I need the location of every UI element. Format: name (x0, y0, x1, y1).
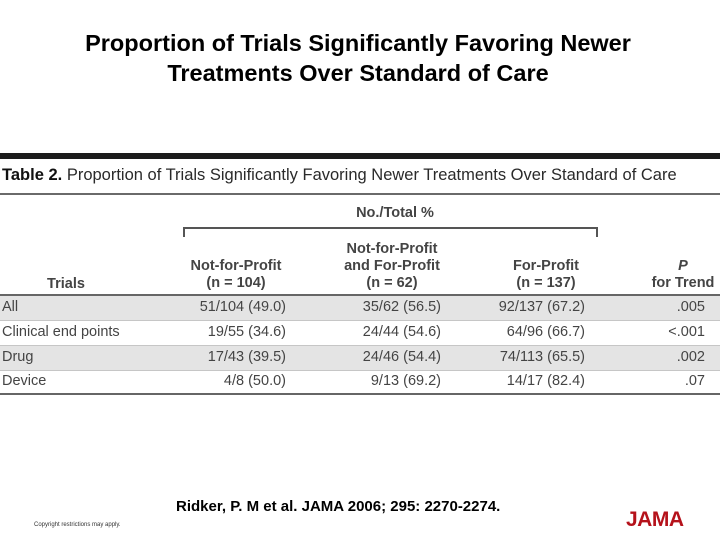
row-separator (0, 345, 720, 346)
table-bottom-rule (0, 393, 720, 395)
citation: Ridker, P. M et al. JAMA 2006; 295: 2270… (176, 498, 501, 515)
row-for-profit: 64/96 (66.7) (506, 324, 585, 340)
slide-title: Proportion of Trials Significantly Favor… (0, 28, 716, 88)
table-caption-text: Proportion of Trials Significantly Favor… (66, 166, 677, 184)
row-p-value: .07 (684, 373, 705, 389)
row-separator (0, 320, 720, 321)
table-label: Table 2. (2, 166, 63, 184)
row-for-profit: 92/137 (67.2) (498, 299, 585, 315)
column-spanner: No./Total % (356, 205, 434, 221)
row-not-for-profit: 17/43 (39.5) (207, 349, 286, 365)
row-not-for-profit: 4/8 (50.0) (223, 373, 286, 389)
row-not-for-profit: 51/104 (49.0) (199, 299, 286, 315)
spanner-bracket (183, 227, 598, 237)
table-row: Drug 17/43 (39.5) 24/46 (54.4) 74/113 (6… (0, 346, 720, 370)
row-p-value: .002 (676, 349, 705, 365)
header-mixed: Not-for-Profit and For-Profit (n = 62) (344, 241, 440, 291)
row-trial: Clinical end points (2, 324, 120, 340)
header-p-for-trend: P for Trend (651, 258, 715, 291)
row-not-for-profit: 19/55 (34.6) (207, 324, 286, 340)
row-for-profit: 14/17 (82.4) (506, 373, 585, 389)
row-p-value: .005 (676, 299, 705, 315)
slide-title-line-1: Proportion of Trials Significantly Favor… (85, 30, 631, 56)
header-trials: Trials (47, 276, 85, 292)
header-rule (0, 294, 720, 296)
table-row: Device 4/8 (50.0) 9/13 (69.2) 14/17 (82.… (0, 370, 720, 394)
row-mixed: 35/62 (56.5) (362, 299, 441, 315)
header-not-for-profit: Not-for-Profit (n = 104) (190, 258, 282, 291)
table-top-rule (0, 153, 720, 159)
slide-title-line-2: Treatments Over Standard of Care (167, 60, 549, 86)
copyright-notice: Copyright restrictions may apply. (34, 522, 121, 528)
table-row: Clinical end points 19/55 (34.6) 24/44 (… (0, 321, 720, 345)
row-trial: Device (2, 373, 47, 389)
header-for-profit: For-Profit (n = 137) (512, 258, 580, 291)
row-for-profit: 74/113 (65.5) (499, 349, 585, 365)
jama-logo: JAMA (626, 508, 684, 531)
row-trial: All (2, 299, 19, 315)
table-caption: Table 2. Proportion of Trials Significan… (2, 166, 677, 185)
row-mixed: 9/13 (69.2) (370, 373, 441, 389)
row-mixed: 24/44 (54.6) (362, 324, 441, 340)
row-trial: Drug (2, 349, 34, 365)
row-separator (0, 370, 720, 371)
row-p-value: <.001 (668, 324, 705, 340)
table-row: All 51/104 (49.0) 35/62 (56.5) 92/137 (6… (0, 296, 720, 320)
caption-rule (0, 193, 720, 195)
row-mixed: 24/46 (54.4) (362, 349, 441, 365)
